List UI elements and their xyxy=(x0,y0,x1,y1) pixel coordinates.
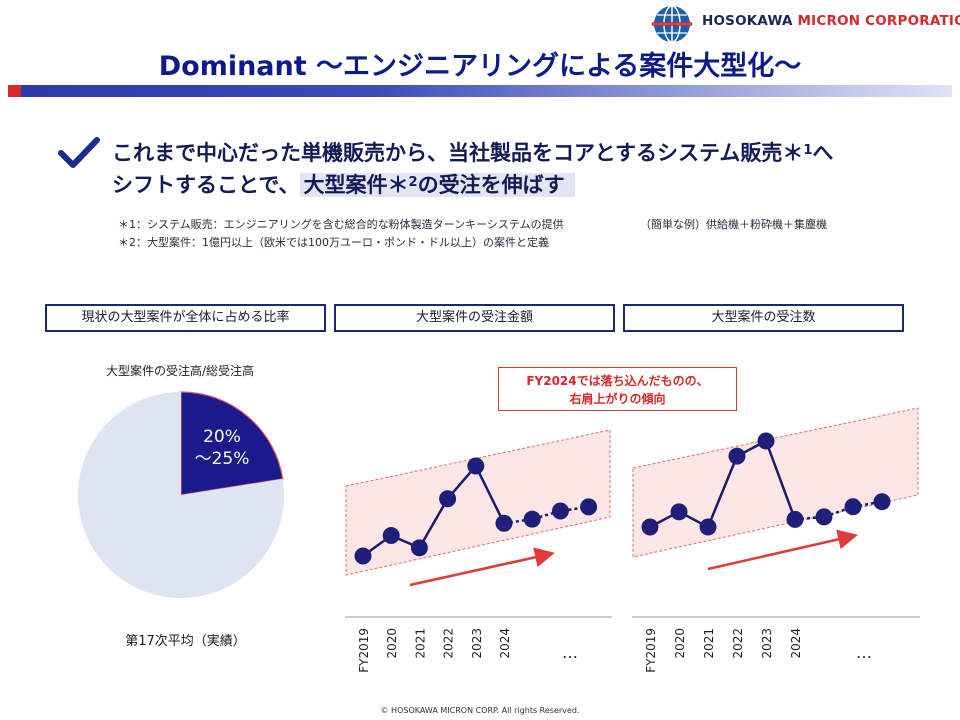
title-underline-bar xyxy=(8,85,952,97)
headline-line1-tail: へ xyxy=(812,141,834,165)
data-point-3 xyxy=(410,539,428,557)
x-tick-label-5: 2023 xyxy=(470,628,484,659)
copyright-footer: © HOSOKAWA MICRON CORP. All rights Reser… xyxy=(380,706,580,715)
x-tick-label-2: 2020 xyxy=(385,628,399,659)
x-axis-ellipsis: … xyxy=(562,643,578,662)
panel-title-ratio: 現状の大型案件が全体に占める比率 xyxy=(45,304,326,332)
data-point-3 xyxy=(699,518,717,536)
data-point-1 xyxy=(641,518,659,536)
growth-band xyxy=(632,407,919,558)
company-name-part2: MICRON CORPORATION xyxy=(797,13,960,29)
headline-line-2: シフトすることで、 大型案件＊2の受注を伸ばす xyxy=(112,170,575,200)
footnote-mark-1: ＊ xyxy=(782,141,804,165)
globe-logo-icon xyxy=(652,5,692,43)
data-point-6 xyxy=(495,514,513,532)
pie-slice-label-line-1: 20% xyxy=(203,427,241,447)
data-point-4 xyxy=(728,447,746,465)
headline-line-1: これまで中心だった単機販売から、当社製品をコアとするシステム販売＊1へ xyxy=(112,138,833,168)
callout-line-1: FY2024では落ち込んだものの、 xyxy=(526,374,709,388)
panel-title-order-count: 大型案件の受注数 xyxy=(623,304,904,332)
company-name-part1: HOSOKAWA xyxy=(702,13,798,29)
series-line-projection xyxy=(503,505,589,525)
series-line-actual xyxy=(649,439,797,529)
x-tick-label-1: FY2019 xyxy=(644,628,658,673)
pie-chart-caption: 第17次平均（実績） xyxy=(125,634,246,649)
data-point-9 xyxy=(873,493,891,511)
panel-title-order-amount: 大型案件の受注金額 xyxy=(334,304,615,332)
data-point-2 xyxy=(382,527,400,545)
footnote-number-2: 2 xyxy=(408,175,418,190)
trend-chart-2: FY2019 2020 2021 2022 2023 2024 … xyxy=(632,407,920,673)
pie-chart: 20%～25% xyxy=(78,391,285,598)
data-point-4 xyxy=(439,490,457,508)
x-tick-label-3: 2021 xyxy=(413,628,427,659)
x-axis-ellipsis: … xyxy=(856,643,872,662)
headline-highlight-tail: の受注を伸ばす xyxy=(417,173,565,197)
trend-callout: FY2024では落ち込んだものの、 右肩上がりの傾向 xyxy=(498,367,737,411)
company-logo-text: HOSOKAWA MICRON CORPORATION xyxy=(702,13,960,29)
pie-slice-large-projects xyxy=(180,391,284,496)
series-line-projection xyxy=(794,500,883,521)
headline-line1-text: これまで中心だった単機販売から、当社製品をコアとするシステム販売 xyxy=(112,141,783,165)
x-tick-label-4: 2022 xyxy=(731,628,745,659)
x-tick-label-6: 2024 xyxy=(498,628,512,659)
callout-line-2: 右肩上がりの傾向 xyxy=(569,392,666,406)
data-point-1 xyxy=(354,547,372,565)
headline-highlight-text: 大型案件 xyxy=(303,173,388,197)
x-tick-label-6: 2024 xyxy=(789,628,803,659)
headline-line2-text: シフトすることで、 xyxy=(112,173,300,197)
data-point-6 xyxy=(786,510,804,528)
footnote-number-1: 1 xyxy=(803,143,813,158)
trend-arrow xyxy=(409,547,555,587)
pie-slice-other xyxy=(78,392,285,598)
x-tick-label-1: FY2019 xyxy=(357,628,371,673)
checkmark-icon xyxy=(58,137,100,168)
trend-chart-1: FY2019 2020 2021 2022 2023 2024 … xyxy=(345,429,612,673)
growth-band xyxy=(345,429,611,576)
series-line-actual xyxy=(362,463,506,558)
footnote-1: ＊1：システム販売：エンジニアリングを含む総合的な粉体製造ターンキーシステムの提… xyxy=(118,218,564,231)
footnote-1-example: （簡単な例）供給機＋粉砕機＋集塵機 xyxy=(640,218,827,231)
data-point-8 xyxy=(551,502,569,520)
trend-arrow xyxy=(707,529,858,571)
slide-title: Dominant ～エンジニアリングによる案件大型化～ xyxy=(158,51,802,82)
data-point-5 xyxy=(757,432,775,450)
x-tick-label-2: 2020 xyxy=(673,628,687,659)
x-tick-label-5: 2023 xyxy=(760,628,774,659)
footnote-2: ＊2：大型案件：1億円以上（欧米では100万ユーロ・ポンド・ドル以上）の案件と定… xyxy=(118,236,549,249)
data-point-7 xyxy=(815,508,833,526)
footnote-mark-2: ＊ xyxy=(387,173,409,197)
x-tick-label-3: 2021 xyxy=(702,628,716,659)
data-point-5 xyxy=(467,457,485,475)
data-point-9 xyxy=(580,498,598,516)
data-point-2 xyxy=(670,503,688,521)
pie-chart-label: 大型案件の受注高/総受注高 xyxy=(105,364,255,378)
data-point-8 xyxy=(844,498,862,516)
pie-slice-label-line-2: ～25% xyxy=(195,449,250,469)
x-tick-label-4: 2022 xyxy=(442,628,456,659)
headline-highlight: 大型案件＊2の受注を伸ばす xyxy=(299,173,575,197)
data-point-7 xyxy=(523,510,541,528)
